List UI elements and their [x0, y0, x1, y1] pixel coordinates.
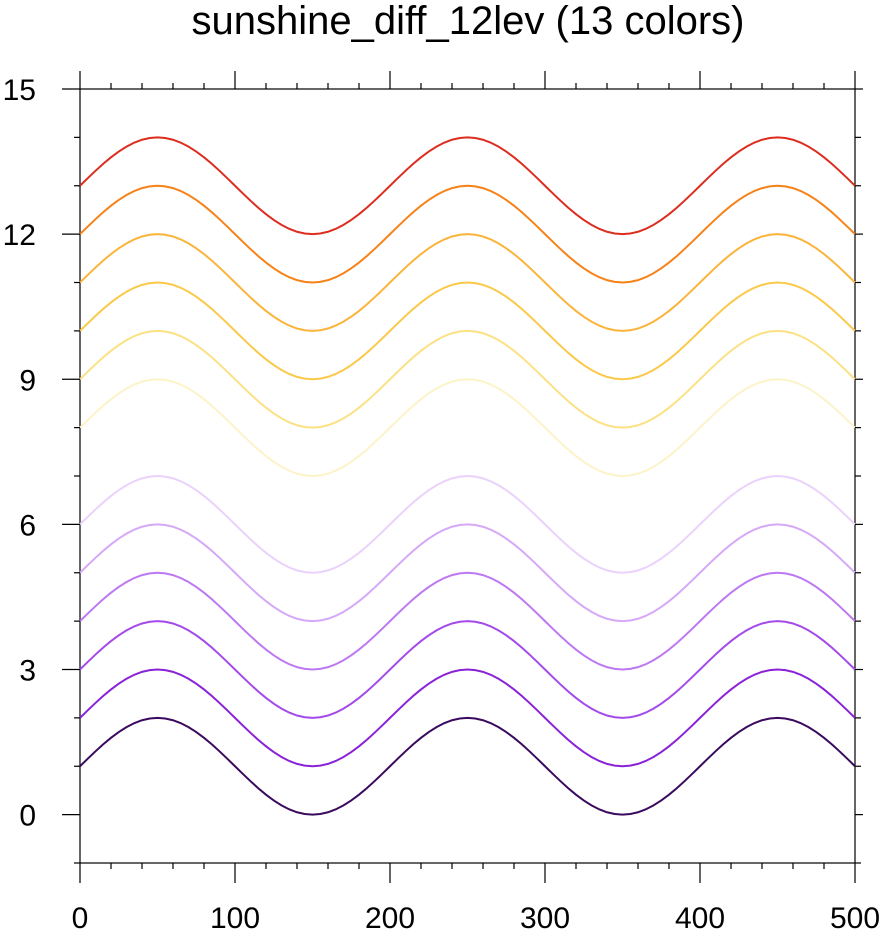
series-line-6 [79, 378, 856, 478]
x-tick-label: 300 [520, 902, 570, 935]
y-tick-label: 12 [3, 219, 36, 252]
y-tick-label: 9 [19, 364, 36, 397]
y-tick-label: 3 [19, 655, 36, 688]
y-tick-label: 6 [19, 509, 36, 542]
series-line-2 [79, 620, 856, 719]
y-tick-label: 0 [19, 800, 36, 833]
x-tick-label: 200 [365, 902, 415, 935]
x-tick-label: 100 [210, 902, 260, 935]
x-tick-label: 500 [830, 902, 880, 935]
series-line-10 [79, 184, 856, 284]
series-line-0 [79, 716, 856, 816]
series-line-9 [79, 233, 856, 332]
x-tick-label: 400 [675, 902, 725, 935]
chart-title: sunshine_diff_12lev (13 colors) [192, 0, 745, 43]
series-line-8 [79, 281, 856, 381]
series-line-7 [79, 329, 856, 429]
x-tick-label: 0 [72, 902, 89, 935]
y-tick-label: 15 [3, 74, 36, 107]
series-line-11 [79, 136, 856, 236]
series-line-1 [79, 668, 856, 768]
series-line-3 [79, 571, 856, 671]
label-layer: 0 100 200 300 400 500 0 3 6 9 12 15 [3, 74, 880, 935]
series-line-5 [79, 474, 856, 574]
tick-layer [62, 71, 863, 883]
series-layer [79, 136, 856, 816]
series-line-4 [79, 523, 856, 623]
